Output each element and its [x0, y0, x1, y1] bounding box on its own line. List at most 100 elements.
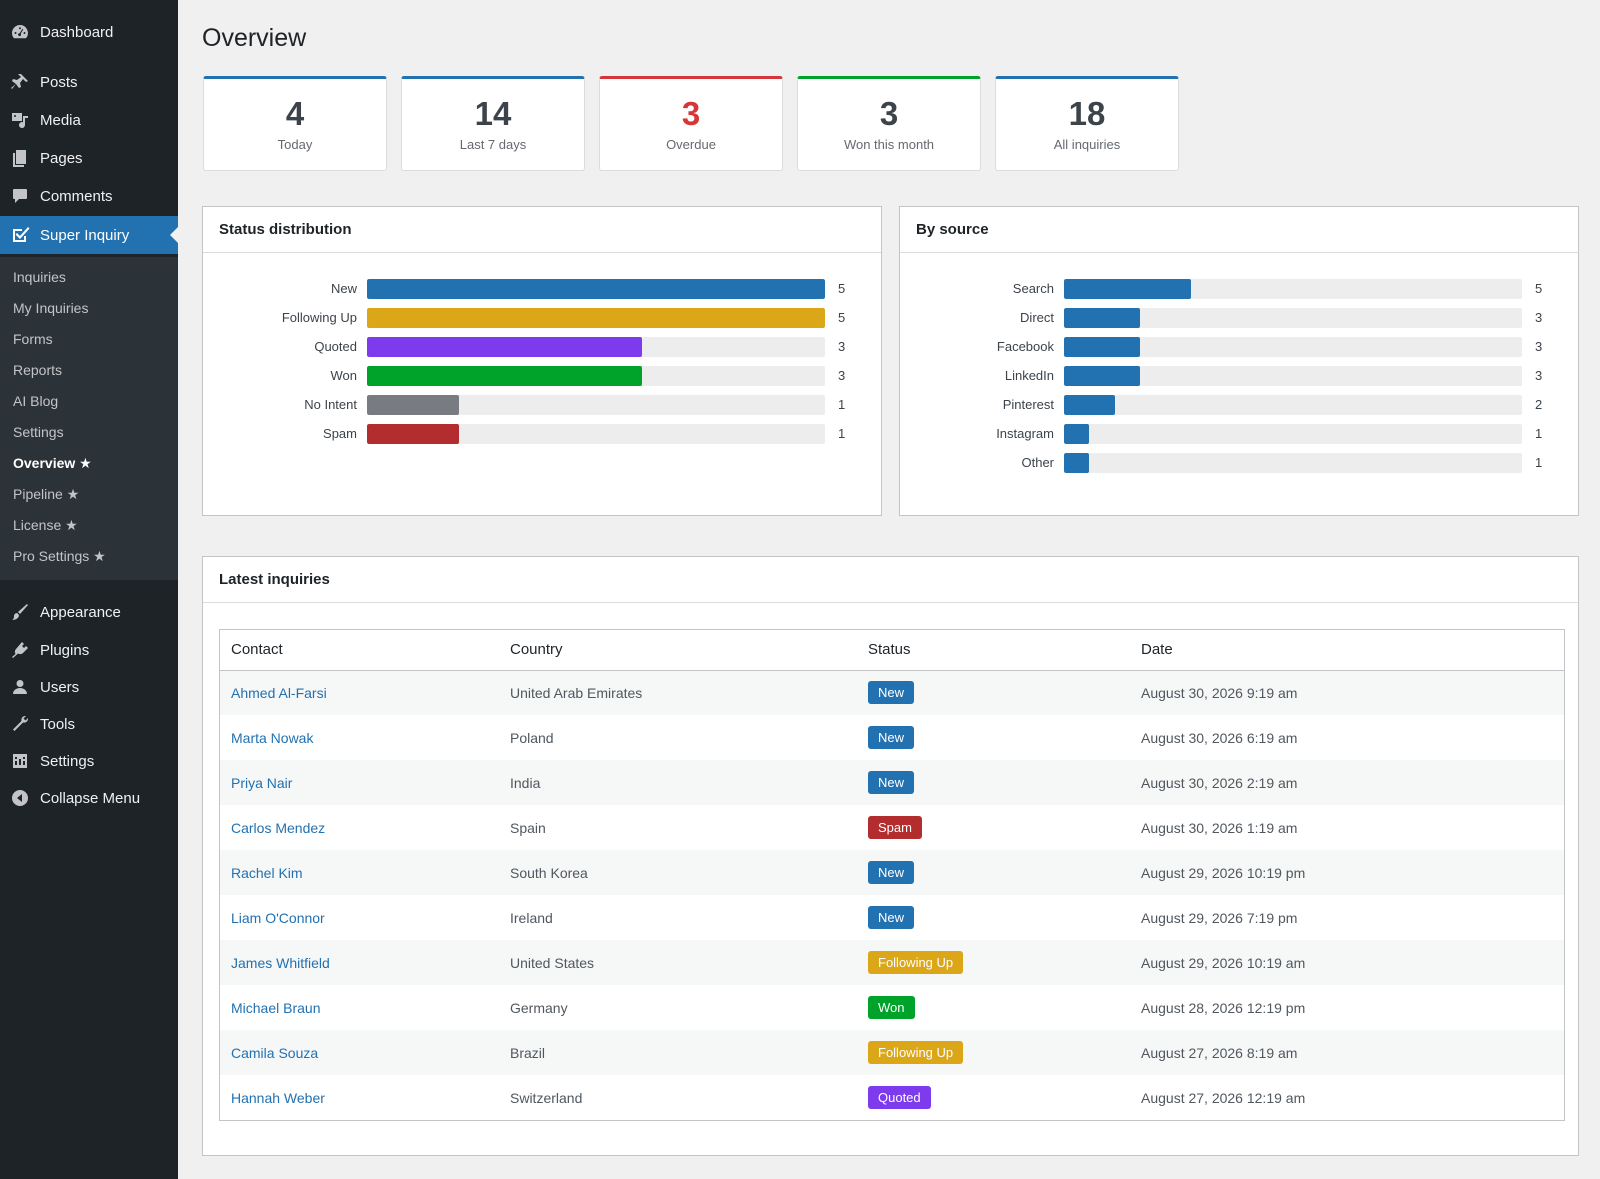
status-badge: New [868, 681, 915, 705]
collapse-menu-button[interactable]: Collapse Menu [0, 779, 178, 817]
kpi-value: 18 [1068, 95, 1106, 132]
cell-contact: Rachel Kim [220, 850, 499, 895]
bar-track [1064, 279, 1522, 299]
menu-item-dashboard[interactable]: Dashboard [0, 13, 178, 51]
submenu-item-license[interactable]: License ★ [13, 517, 78, 533]
submenu-item-inquiries[interactable]: Inquiries [13, 269, 66, 285]
cell-date: August 29, 2026 7:19 pm [1130, 895, 1564, 940]
latest-inquiries-panel: Latest inquiries Contact Country Status … [202, 556, 1579, 1156]
bar-row-pinterest: Pinterest 2 [916, 395, 1566, 415]
menu-item-comments[interactable]: Comments [0, 177, 178, 215]
by-source-chart: Search 5 Direct 3 Facebook 3 LinkedIn 3 Pinteres… [916, 279, 1566, 509]
cell-country: Poland [499, 715, 857, 760]
cell-country: India [499, 760, 857, 805]
table-row: Michael Braun Germany Won August 28, 2026 1… [220, 985, 1564, 1030]
kpi-value: 4 [285, 95, 305, 132]
settings-icon [0, 751, 40, 771]
bar-track [367, 366, 825, 386]
table-row: Hannah Weber Switzerland Quoted August 27, … [220, 1075, 1564, 1120]
bar-value: 3 [1535, 310, 1543, 325]
menu-item-plugins[interactable]: Plugins [0, 631, 178, 669]
media-icon [0, 110, 40, 130]
cell-date: August 29, 2026 10:19 am [1130, 940, 1564, 985]
bar-value: 2 [1535, 397, 1543, 412]
bar-fill [367, 366, 642, 386]
submenu-item-my-inquiries[interactable]: My Inquiries [13, 300, 89, 316]
bar-row-direct: Direct 3 [916, 308, 1566, 328]
users-icon [0, 677, 40, 697]
table-row: Marta Nowak Poland New August 30, 2026 6:19… [220, 715, 1564, 760]
menu-item-users[interactable]: Users [0, 668, 178, 706]
cell-status: Following Up [857, 940, 1130, 985]
status-badge: Following Up [868, 951, 964, 974]
menu-item-pages[interactable]: Pages [0, 139, 178, 177]
contact-link[interactable]: Ahmed Al-Farsi [231, 684, 327, 701]
bar-value: 1 [1535, 455, 1543, 470]
contact-link[interactable]: Camila Souza [231, 1044, 319, 1061]
status-distribution-panel: Status distribution New 5 Following Up 5 Quo… [202, 206, 882, 516]
menu-label: Super Inquiry [40, 226, 130, 244]
panel-title: Status distribution [203, 207, 881, 253]
pages-icon [0, 148, 40, 168]
contact-link[interactable]: Priya Nair [231, 774, 293, 791]
submenu-item-reports[interactable]: Reports [13, 362, 63, 378]
menu-item-posts[interactable]: Posts [0, 63, 178, 101]
table-row: Liam O'Connor Ireland New August 29, 2026 7… [220, 895, 1564, 940]
cell-country: Brazil [499, 1030, 857, 1075]
menu-label: Posts [40, 73, 78, 91]
latest-inquiries-table-wrap: Contact Country Status Date Ahmed Al-Far… [219, 629, 1565, 1121]
submenu-item-pro-settings[interactable]: Pro Settings ★ [13, 548, 106, 564]
menu-item-tools[interactable]: Tools [0, 705, 178, 743]
kpi-label: Today [277, 137, 313, 152]
submenu-item-pipeline[interactable]: Pipeline ★ [13, 486, 80, 502]
bar-value: 3 [838, 368, 846, 383]
bar-fill [367, 395, 459, 415]
bar-label: Search [1012, 281, 1054, 296]
cell-contact: Priya Nair [220, 760, 499, 805]
column-header-date[interactable]: Date [1130, 630, 1564, 671]
page-title: Overview [202, 24, 307, 52]
cell-country: Germany [499, 985, 857, 1030]
column-header-contact[interactable]: Contact [220, 630, 499, 671]
submenu-item-forms[interactable]: Forms [13, 331, 53, 347]
bar-value: 5 [838, 310, 846, 325]
contact-link[interactable]: James Whitfield [231, 954, 330, 971]
bar-label: Quoted [314, 339, 357, 354]
super-inquiry-submenu: Inquiries My Inquiries Forms Reports AI … [0, 257, 178, 580]
bar-track [1064, 453, 1522, 473]
menu-label: Media [40, 111, 81, 129]
brush-icon [0, 602, 40, 622]
kpi-label: Overdue [666, 137, 716, 152]
bar-label: Pinterest [1002, 397, 1054, 412]
menu-item-appearance[interactable]: Appearance [0, 593, 178, 631]
wrench-icon [0, 714, 40, 734]
cell-contact: Liam O'Connor [220, 895, 499, 940]
contact-link[interactable]: Rachel Kim [231, 864, 303, 881]
cell-contact: Marta Nowak [220, 715, 499, 760]
submenu-item-overview[interactable]: Overview ★ [13, 455, 92, 471]
menu-item-settings[interactable]: Settings [0, 742, 178, 780]
contact-link[interactable]: Hannah Weber [231, 1089, 325, 1106]
bar-fill [1064, 424, 1090, 444]
table-row: Camila Souza Brazil Following Up August 27,… [220, 1030, 1564, 1075]
status-badge: Spam [868, 816, 922, 839]
menu-item-super-inquiry[interactable]: Super Inquiry [0, 216, 178, 254]
cell-contact: Camila Souza [220, 1030, 499, 1075]
contact-link[interactable]: Liam O'Connor [231, 909, 325, 926]
table-row: James Whitfield United States Following Up… [220, 940, 1564, 985]
contact-link[interactable]: Michael Braun [231, 999, 321, 1016]
contact-link[interactable]: Carlos Mendez [231, 819, 326, 836]
bar-value: 1 [1535, 426, 1543, 441]
contact-link[interactable]: Marta Nowak [231, 729, 314, 746]
column-header-status[interactable]: Status [857, 630, 1130, 671]
submenu-item-ai-blog[interactable]: AI Blog [13, 393, 59, 409]
column-header-country[interactable]: Country [499, 630, 857, 671]
cell-country: Ireland [499, 895, 857, 940]
table-row: Priya Nair India New August 30, 2026 2:19 a… [220, 760, 1564, 805]
bar-fill [1064, 366, 1141, 386]
menu-label: Plugins [40, 641, 90, 659]
menu-item-media[interactable]: Media [0, 101, 178, 139]
panel-title: By source [900, 207, 1578, 253]
submenu-item-settings[interactable]: Settings [13, 424, 64, 440]
cell-status: New [857, 895, 1130, 940]
